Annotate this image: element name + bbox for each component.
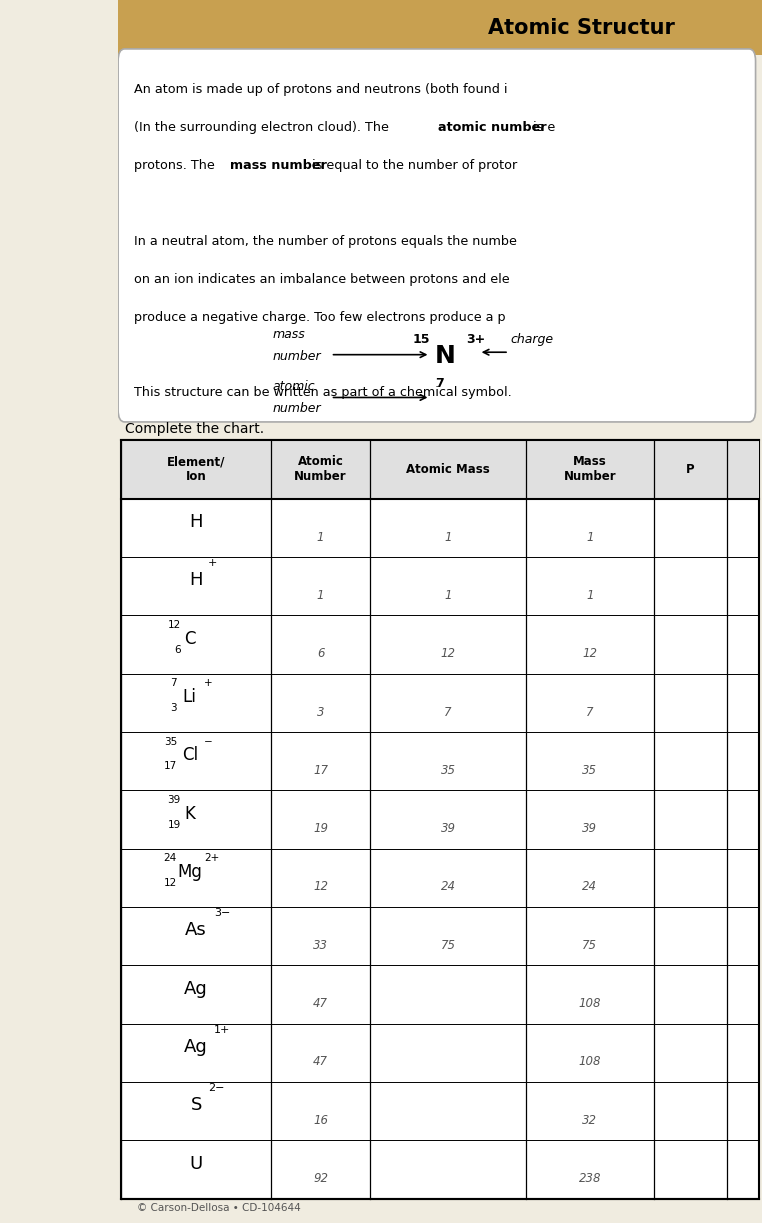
Text: Ag: Ag	[184, 980, 208, 998]
Text: N: N	[435, 344, 456, 368]
Text: © Carson-Dellosa • CD-104644: © Carson-Dellosa • CD-104644	[137, 1203, 301, 1213]
Text: 3: 3	[317, 706, 325, 718]
Bar	[118, 0, 762, 55]
Text: 3−: 3−	[214, 907, 231, 918]
Text: 47: 47	[313, 997, 328, 1010]
Text: 238: 238	[578, 1172, 601, 1185]
Text: 39: 39	[440, 822, 456, 835]
Text: Ag: Ag	[184, 1038, 208, 1055]
Text: P: P	[686, 464, 695, 476]
Text: Atomic Mass: Atomic Mass	[406, 464, 490, 476]
Text: S: S	[190, 1096, 202, 1114]
Text: 6: 6	[174, 645, 181, 654]
Text: protons. The: protons. The	[134, 159, 219, 172]
Text: is equal to the number of protor: is equal to the number of protor	[308, 159, 517, 172]
Text: 35: 35	[440, 764, 456, 777]
Text: mass: mass	[273, 328, 306, 341]
Text: 35: 35	[582, 764, 597, 777]
Text: 15: 15	[413, 333, 431, 346]
Text: K: K	[184, 805, 195, 823]
Text: 92: 92	[313, 1172, 328, 1185]
Text: As: As	[185, 921, 207, 939]
Text: 108: 108	[578, 997, 601, 1010]
Text: Atomic Structur: Atomic Structur	[488, 18, 675, 38]
Text: 12: 12	[168, 620, 181, 630]
Text: Mass
Number: Mass Number	[564, 455, 616, 483]
Text: produce a negative charge. Too few electrons produce a p: produce a negative charge. Too few elect…	[134, 311, 506, 324]
Text: 12: 12	[313, 881, 328, 894]
Text: 35: 35	[164, 736, 177, 747]
Text: This structure can be written as part of a chemical symbol.: This structure can be written as part of…	[134, 386, 512, 400]
Text: Complete the chart.: Complete the chart.	[124, 422, 264, 435]
Text: 12: 12	[164, 878, 177, 888]
Text: 2+: 2+	[204, 854, 219, 863]
Text: mass number: mass number	[230, 159, 328, 172]
Text: 7: 7	[170, 679, 177, 689]
Text: +: +	[204, 679, 213, 689]
Text: −: −	[204, 736, 213, 747]
Text: is e: is e	[530, 121, 555, 135]
Text: 24: 24	[440, 881, 456, 894]
Text: 16: 16	[313, 1114, 328, 1126]
Text: U: U	[190, 1155, 203, 1173]
Text: 3: 3	[170, 703, 177, 713]
Text: 24: 24	[582, 881, 597, 894]
Text: atomic number: atomic number	[438, 121, 546, 135]
Text: Li: Li	[183, 687, 197, 706]
Text: 1: 1	[317, 588, 325, 602]
Text: 33: 33	[313, 939, 328, 951]
Text: 12: 12	[582, 647, 597, 660]
Text: H: H	[190, 571, 203, 589]
Text: 17: 17	[164, 762, 177, 772]
Bar	[121, 440, 759, 1199]
Text: 1+: 1+	[214, 1025, 231, 1035]
Text: on an ion indicates an imbalance between protons and ele: on an ion indicates an imbalance between…	[134, 273, 510, 286]
Text: Element/
Ion: Element/ Ion	[167, 455, 226, 483]
Text: 2−: 2−	[208, 1084, 224, 1093]
Text: 3+: 3+	[466, 333, 485, 346]
Text: charge: charge	[511, 333, 554, 346]
Text: 1: 1	[317, 531, 325, 543]
Text: 7: 7	[444, 706, 452, 718]
Text: 19: 19	[313, 822, 328, 835]
Text: 1: 1	[586, 531, 594, 543]
Text: 17: 17	[313, 764, 328, 777]
Text: Cl: Cl	[181, 746, 198, 764]
FancyBboxPatch shape	[118, 49, 756, 422]
Text: 32: 32	[582, 1114, 597, 1126]
Text: 7: 7	[435, 377, 443, 390]
Text: 24: 24	[164, 854, 177, 863]
Text: 47: 47	[313, 1055, 328, 1069]
Text: H: H	[190, 512, 203, 531]
Text: Mg: Mg	[178, 863, 202, 881]
Text: 39: 39	[582, 822, 597, 835]
Text: 108: 108	[578, 1055, 601, 1069]
Text: number: number	[273, 350, 322, 363]
Text: 7: 7	[586, 706, 594, 718]
Text: atomic: atomic	[273, 379, 315, 393]
Bar	[121, 440, 759, 499]
Text: 39: 39	[168, 795, 181, 805]
Text: +: +	[208, 558, 217, 567]
Text: 1: 1	[444, 531, 452, 543]
Text: Atomic
Number: Atomic Number	[294, 455, 347, 483]
Text: In a neutral atom, the number of protons equals the numbe: In a neutral atom, the number of protons…	[134, 235, 517, 248]
Text: 19: 19	[168, 819, 181, 829]
Text: An atom is made up of protons and neutrons (both found i: An atom is made up of protons and neutro…	[134, 83, 507, 97]
Text: 1: 1	[444, 588, 452, 602]
Text: C: C	[184, 630, 196, 648]
Text: (In the surrounding electron cloud). The: (In the surrounding electron cloud). The	[134, 121, 393, 135]
Text: 1: 1	[586, 588, 594, 602]
Text: 6: 6	[317, 647, 325, 660]
Text: 75: 75	[440, 939, 456, 951]
Text: 75: 75	[582, 939, 597, 951]
Text: 12: 12	[440, 647, 456, 660]
Text: number: number	[273, 401, 322, 415]
